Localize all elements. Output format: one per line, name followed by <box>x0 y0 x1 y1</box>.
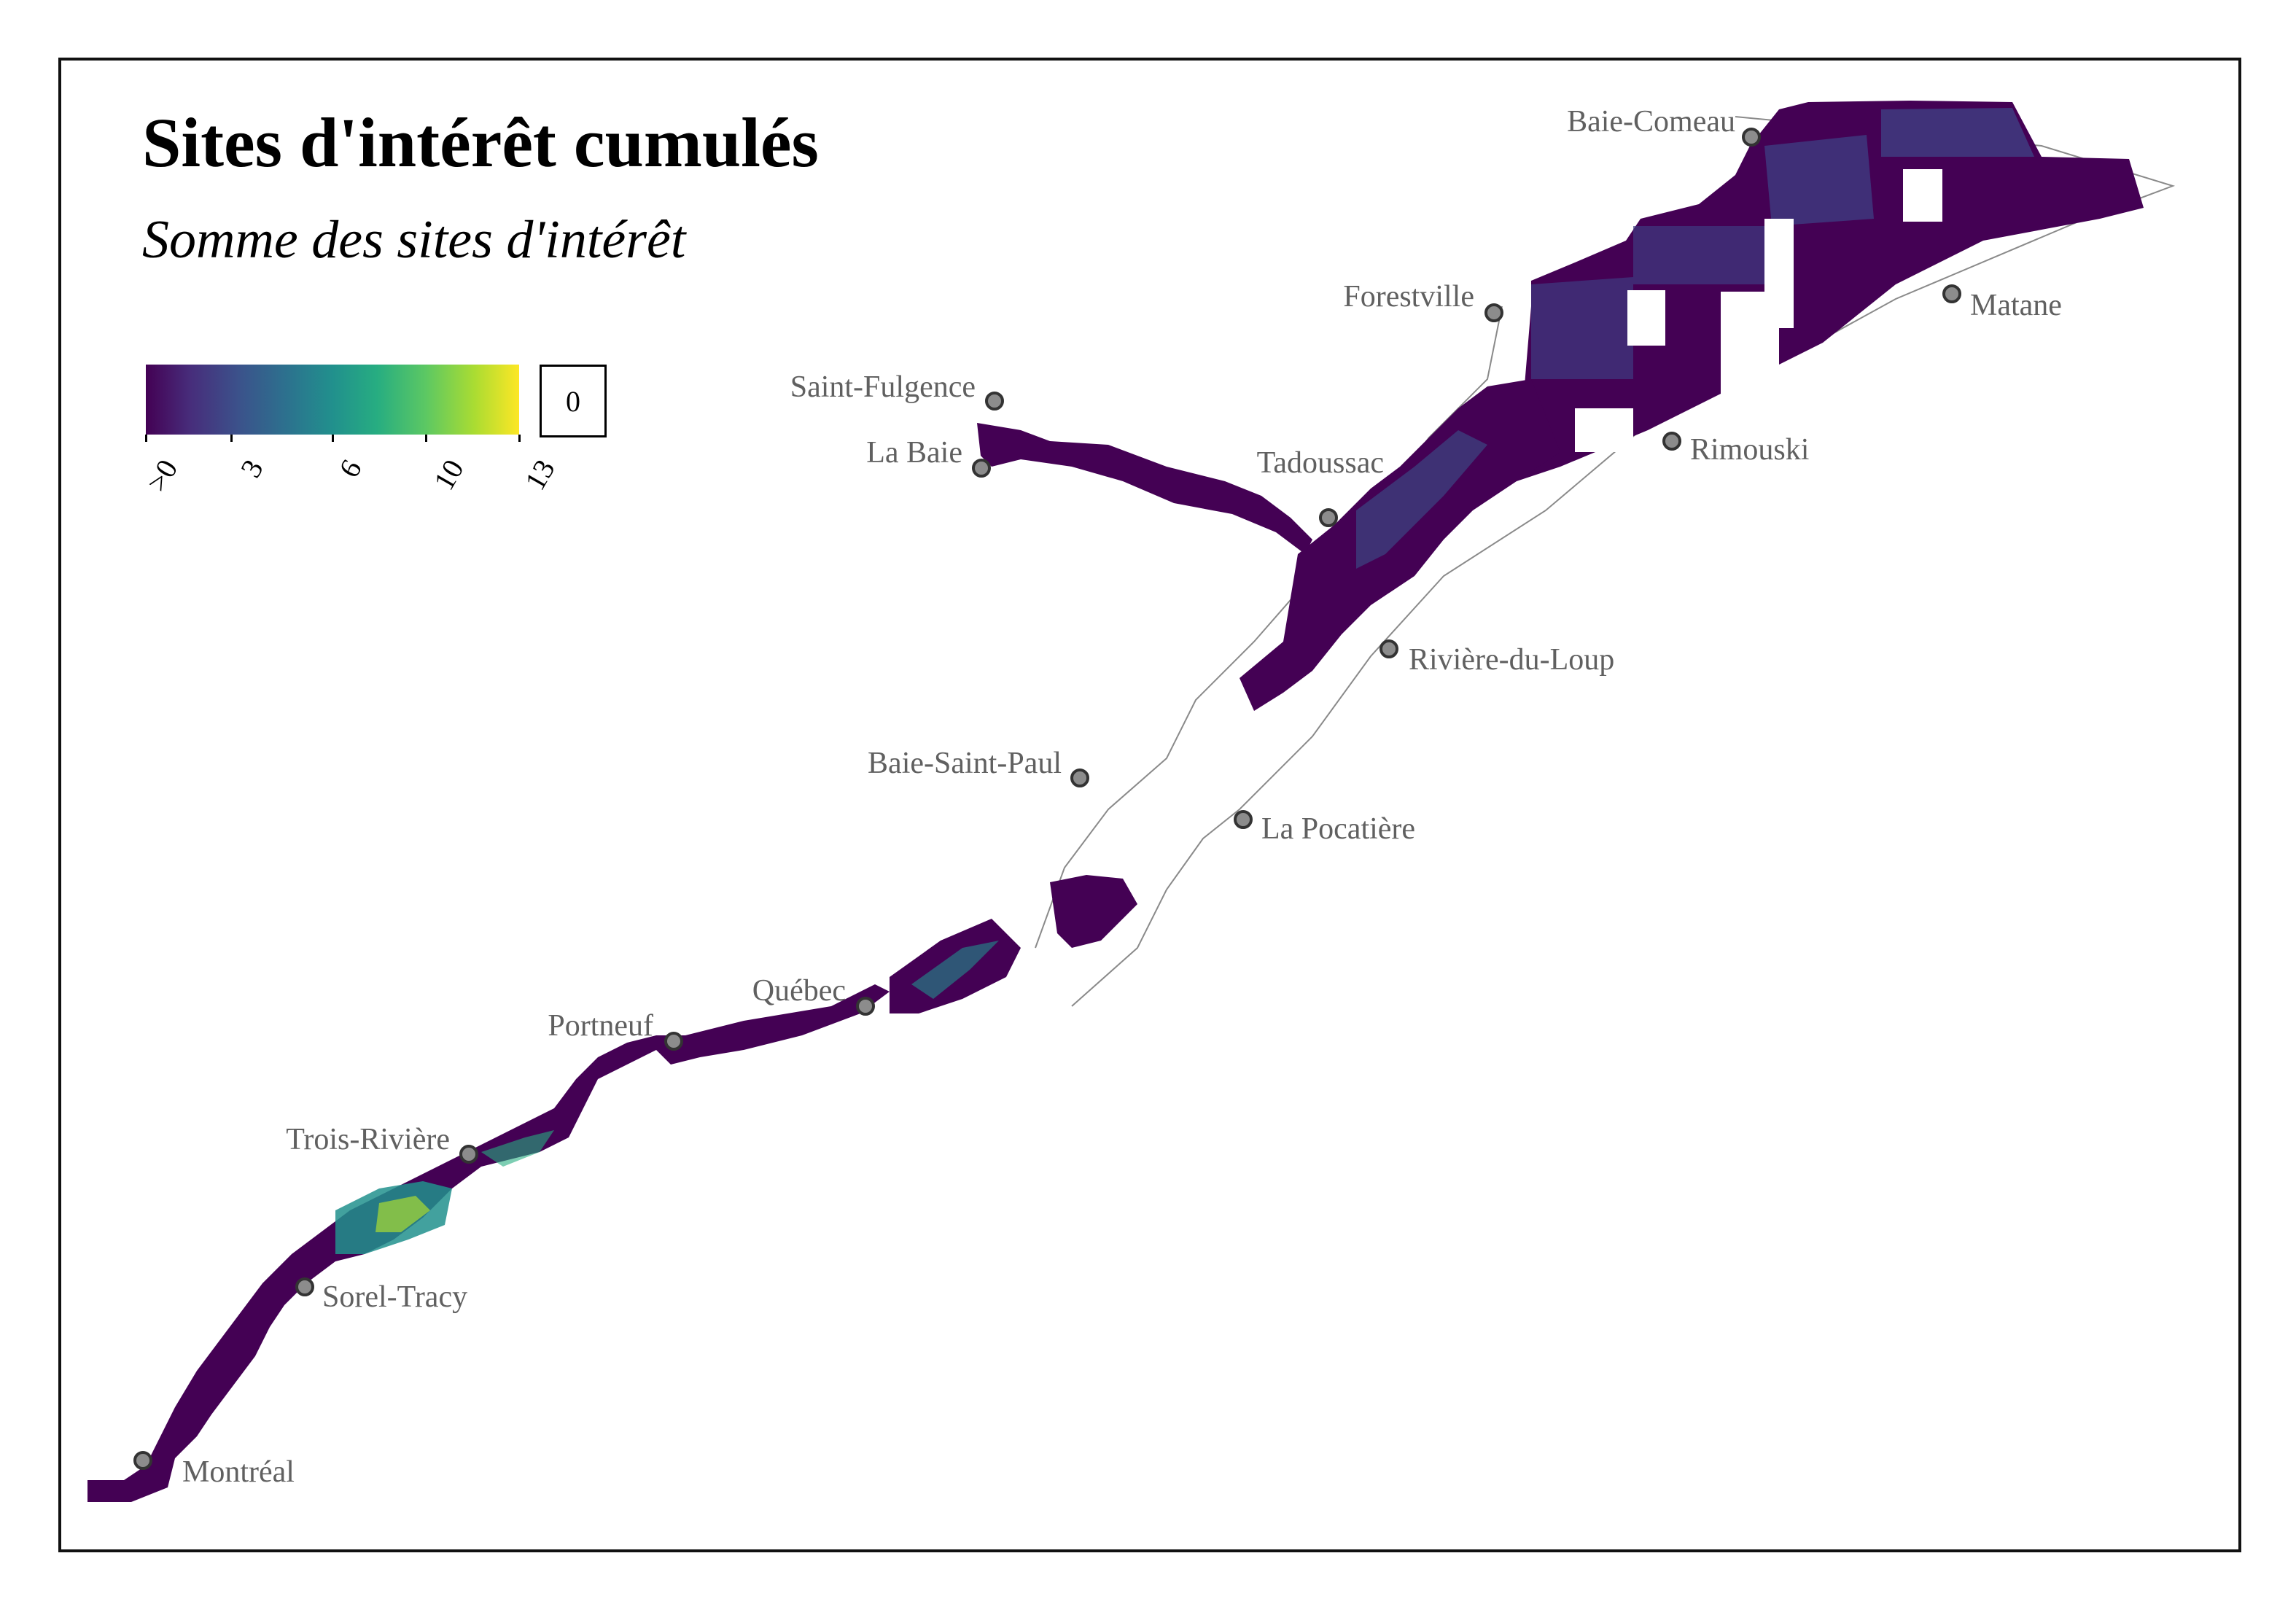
city-label-quebec: Québec <box>752 974 846 1008</box>
city-label-portneuf: Portneuf <box>548 1009 653 1043</box>
map-subtitle: Somme des sites d'intérêt <box>142 210 686 270</box>
gulf-blue-4 <box>1531 277 1633 379</box>
city-label-forestville: Forestville <box>1343 280 1474 314</box>
quebec-region-green <box>911 941 999 999</box>
lac-saint-pierre-yellow <box>375 1196 430 1232</box>
city-marker-trois-riviere <box>459 1145 478 1164</box>
city-marker-forestville <box>1484 303 1503 322</box>
city-label-montreal: Montréal <box>182 1455 295 1489</box>
city-label-trois-riviere: Trois-Rivière <box>286 1123 450 1156</box>
legend-zero-label: 0 <box>566 384 580 418</box>
city-label-baie-saint-paul: Baie-Saint-Paul <box>868 747 1062 780</box>
city-marker-sorel-tracy <box>295 1277 314 1296</box>
estuary-middle-blue <box>1356 430 1487 569</box>
map-title: Sites d'intérêt cumulés <box>142 104 819 182</box>
city-marker-la-baie <box>972 459 991 478</box>
legend-tick <box>230 435 233 442</box>
legend-zero-box: 0 <box>540 365 607 437</box>
city-marker-riviere-du-loup <box>1379 639 1398 658</box>
city-label-tadoussac: Tadoussac <box>1257 446 1384 480</box>
city-label-rimouski: Rimouski <box>1690 433 1809 467</box>
gulf-blue-2 <box>1764 135 1874 226</box>
gulf-gap-5 <box>1575 408 1633 452</box>
city-label-saint-fulgence: Saint-Fulgence <box>790 370 976 404</box>
city-marker-tadoussac <box>1319 508 1338 527</box>
gulf-gap-4 <box>1721 292 1779 401</box>
gulf-blue-3 <box>1633 226 1764 284</box>
city-marker-portneuf <box>664 1032 683 1051</box>
city-marker-baie-saint-paul <box>1070 769 1089 787</box>
city-marker-la-pocatiere <box>1234 810 1253 829</box>
city-label-la-pocatiere: La Pocatière <box>1261 812 1415 846</box>
gulf-blue-1 <box>1881 108 2034 157</box>
gulf-region <box>1517 101 2144 481</box>
legend-tick <box>144 435 147 442</box>
city-markers <box>133 128 1961 1470</box>
city-marker-rimouski <box>1662 432 1681 451</box>
city-marker-saint-fulgence <box>985 392 1004 410</box>
estuary-polygons <box>87 101 2144 1502</box>
gulf-gap-3 <box>1627 290 1665 346</box>
river-upper <box>87 984 890 1502</box>
city-marker-baie-comeau <box>1742 128 1761 147</box>
city-marker-matane <box>1942 284 1961 303</box>
city-labels: Baie-Comeau Forestville Matane Saint-Ful… <box>182 105 2062 1489</box>
legend-tick <box>518 435 521 442</box>
map-frame <box>58 58 2241 1552</box>
city-label-baie-comeau: Baie-Comeau <box>1567 105 1735 139</box>
legend-tick <box>424 435 427 442</box>
gulf-gap-1 <box>1903 169 1942 222</box>
legend-tick <box>331 435 334 442</box>
legend-ticks <box>144 435 521 442</box>
city-label-sorel-tracy: Sorel-Tracy <box>322 1280 467 1314</box>
saguenay-fjord <box>977 423 1312 554</box>
city-label-la-baie: La Baie <box>866 436 962 470</box>
trois-riviere-green <box>481 1130 554 1167</box>
legend-colorbar <box>146 365 519 435</box>
estuary-middle <box>1240 379 1560 711</box>
city-marker-quebec <box>856 997 875 1016</box>
city-label-matane: Matane <box>1970 289 2062 322</box>
upper-estuary <box>1050 875 1137 948</box>
city-marker-montreal <box>133 1451 152 1470</box>
city-label-riviere-du-loup: Rivière-du-Loup <box>1409 643 1614 677</box>
